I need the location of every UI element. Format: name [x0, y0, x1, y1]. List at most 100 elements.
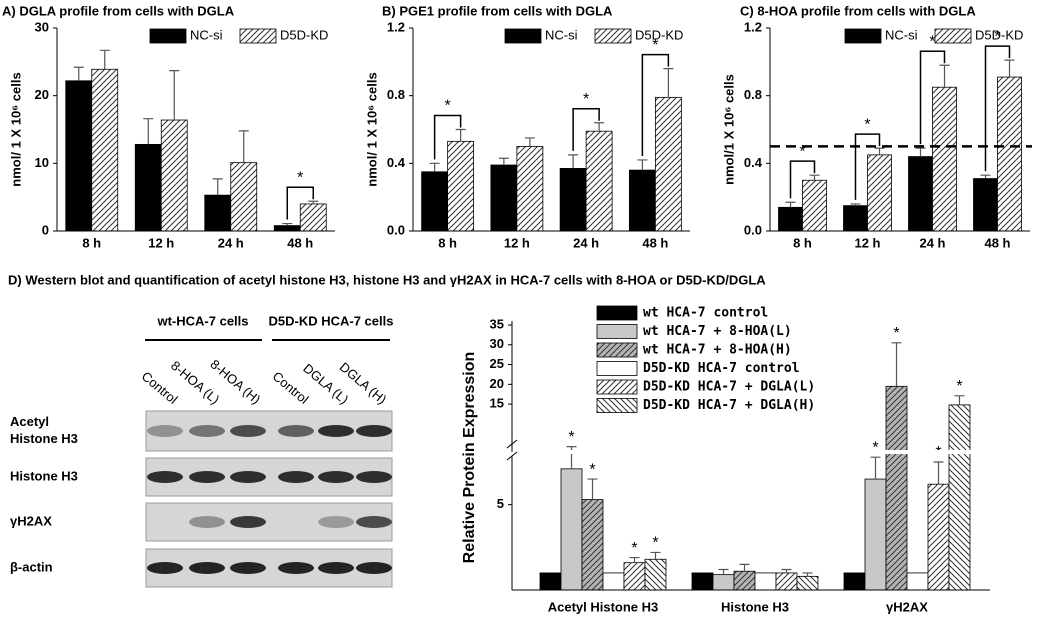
x-tick-label: 8 h	[438, 235, 457, 250]
bar	[516, 146, 544, 232]
blot-band	[189, 425, 225, 437]
chart-title: C) 8-HOA profile from cells with DGLA	[740, 3, 976, 18]
bar	[230, 162, 258, 232]
significance-marker: *	[652, 37, 658, 54]
significance-marker: *	[864, 116, 870, 133]
significance-marker: *	[652, 535, 658, 552]
error-bar	[1004, 59, 1015, 78]
blot-band	[230, 516, 266, 528]
blot-band	[147, 471, 183, 483]
legend-swatch	[934, 28, 972, 44]
error-bar	[650, 551, 661, 560]
x-tick-label: Acetyl Histone H3	[548, 599, 659, 614]
blot-band	[356, 471, 392, 483]
significance-bracket	[854, 133, 881, 200]
error-bar	[566, 446, 577, 469]
axis-break-gap	[514, 450, 988, 454]
bar	[65, 80, 93, 232]
y-axis-label: nmol/ 1 X 10⁶ cells	[8, 72, 23, 186]
blot-band	[318, 425, 354, 437]
blot-band	[147, 425, 183, 437]
significance-marker: *	[589, 461, 595, 478]
bar	[644, 558, 667, 591]
error-bar	[143, 118, 154, 145]
legend-label: D5D-KD	[975, 27, 1023, 42]
error-bar	[663, 68, 674, 98]
significance-bracket	[641, 53, 670, 156]
bar	[421, 171, 449, 232]
blot-band	[189, 516, 225, 528]
bar	[754, 572, 777, 591]
group-label: wt-HCA-7 cells	[156, 313, 248, 328]
legend-label: D5D-KD HCA-7 + DGLA(L)	[643, 380, 815, 395]
y-axis-label: nmol/1 X 10⁶ cells	[721, 74, 736, 185]
bar	[560, 468, 583, 591]
group-label: D5D-KD HCA-7 cells	[269, 313, 394, 328]
error-bar	[891, 342, 902, 387]
bar	[447, 140, 475, 232]
error-bar	[524, 137, 535, 147]
blot-band	[230, 471, 266, 483]
bar	[948, 404, 971, 591]
bar	[91, 68, 119, 232]
error-bar	[587, 478, 598, 500]
blot-band	[278, 562, 314, 574]
blot-band	[278, 425, 314, 437]
error-bar	[870, 456, 881, 480]
blot-strip	[145, 502, 393, 542]
legend-label: wt HCA-7 + 8-HOA(H)	[643, 343, 792, 358]
legend-label: D5D-KD HCA-7 control	[643, 361, 800, 376]
y-axis-label: Relative Protein Expression	[461, 352, 478, 564]
error-bar	[308, 200, 319, 204]
x-tick-label: 12 h	[148, 235, 174, 250]
chart-title: A) DGLA profile from cells with DGLA	[2, 3, 235, 18]
bar	[864, 478, 887, 591]
significance-marker: *	[445, 98, 451, 115]
error-bar	[781, 568, 792, 573]
blot-row-label: Histone H3	[10, 431, 78, 446]
bar	[273, 225, 301, 232]
bar	[733, 570, 756, 591]
error-bar	[282, 222, 293, 226]
legend-swatch	[596, 342, 638, 358]
legend-label: NC-si	[885, 27, 918, 42]
y-tick-label: 30	[35, 19, 49, 34]
legend-swatch	[596, 379, 638, 395]
y-tick-label: 10	[35, 155, 49, 170]
significance-bracket	[433, 114, 462, 160]
y-tick-label: 0.4	[387, 155, 406, 170]
bar	[775, 572, 798, 591]
bar	[581, 499, 604, 591]
error-bar	[594, 122, 605, 132]
y-tick-label: 1.2	[744, 19, 762, 34]
error-bar	[238, 130, 249, 163]
error-bar	[169, 70, 180, 121]
bar	[654, 96, 682, 232]
error-bar	[455, 128, 466, 142]
error-bar	[429, 162, 440, 172]
blot-band	[278, 471, 314, 483]
significance-bracket	[984, 45, 1011, 172]
significance-marker: *	[872, 439, 878, 456]
bar	[927, 483, 950, 591]
error-bar	[739, 563, 750, 572]
significance-marker: *	[631, 540, 637, 557]
bar	[134, 143, 162, 232]
legend-label: D5D-KD	[635, 27, 683, 42]
y-tick-label: 20	[490, 376, 504, 391]
blot-row-label: γH2AX	[10, 513, 52, 528]
blot-band	[318, 516, 354, 528]
legend-swatch	[596, 361, 638, 376]
legend-swatch	[594, 28, 632, 44]
bar	[867, 154, 892, 232]
y-tick-label: 0.8	[387, 87, 405, 102]
legend-swatch	[596, 398, 638, 413]
legend-swatch	[149, 28, 187, 44]
y-tick-label: 0.4	[744, 155, 763, 170]
bar	[160, 119, 188, 232]
legend-label: D5D-KD HCA-7 + DGLA(H)	[643, 398, 815, 413]
bar	[997, 76, 1022, 232]
legend-label: NC-si	[545, 27, 578, 42]
x-tick-label: 48 h	[287, 235, 313, 250]
bar	[796, 575, 819, 591]
